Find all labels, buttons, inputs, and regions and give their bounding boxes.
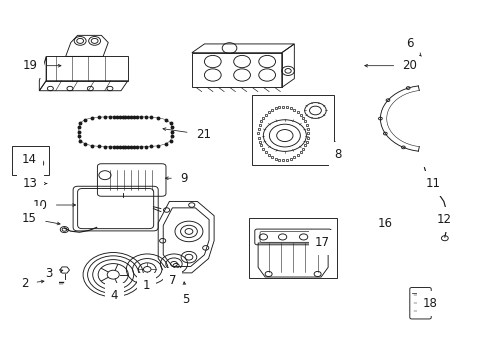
Text: 16: 16 [377, 217, 392, 230]
Text: 7: 7 [168, 274, 176, 287]
Text: 15: 15 [22, 212, 60, 225]
Text: 14: 14 [22, 153, 37, 166]
Text: 13: 13 [23, 177, 47, 190]
Text: 21: 21 [163, 128, 210, 141]
Text: 2: 2 [21, 277, 44, 290]
Text: 10: 10 [33, 198, 76, 212]
Text: 9: 9 [165, 172, 187, 185]
Text: 18: 18 [422, 297, 437, 310]
Text: 8: 8 [334, 142, 341, 161]
Text: 20: 20 [364, 59, 416, 72]
Text: 3: 3 [45, 267, 62, 280]
Text: 11: 11 [425, 177, 440, 190]
Text: 12: 12 [435, 213, 450, 226]
Text: 4: 4 [110, 287, 118, 302]
Text: 5: 5 [182, 282, 189, 306]
Text: 6: 6 [405, 37, 421, 56]
Text: 1: 1 [142, 279, 150, 292]
Text: 19: 19 [23, 59, 61, 72]
Text: 17: 17 [311, 230, 329, 249]
